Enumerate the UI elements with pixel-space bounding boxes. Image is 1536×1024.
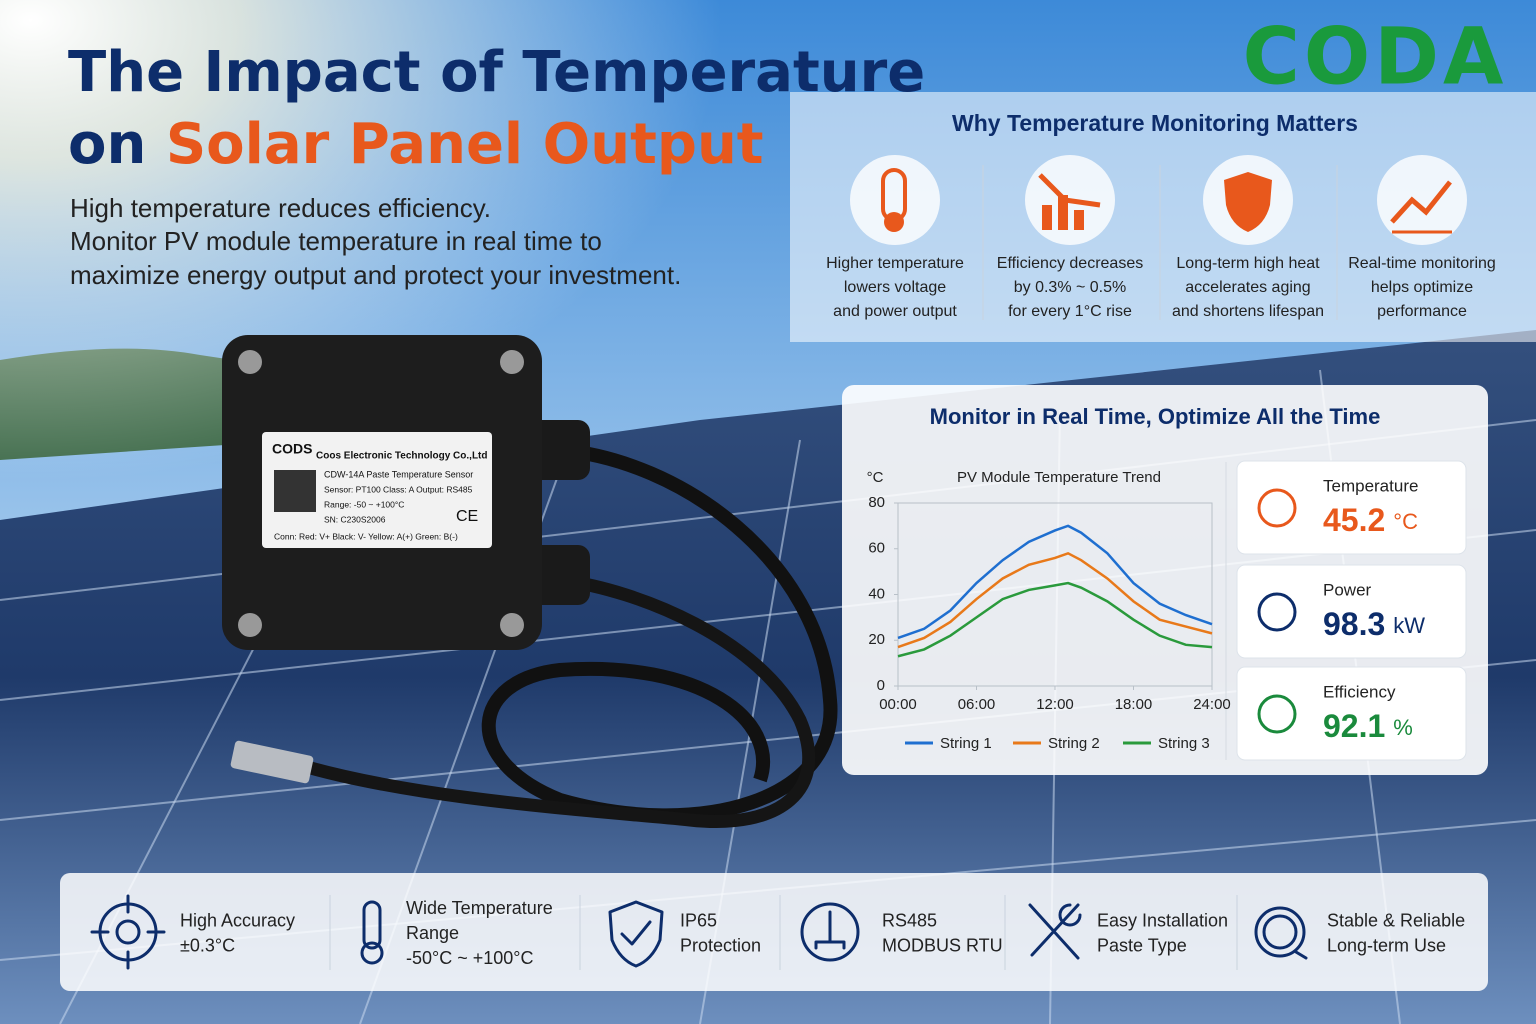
y-tick-label: 0 <box>877 677 885 694</box>
x-tick-label: 06:00 <box>958 696 996 713</box>
reasons-heading: Why Temperature Monitoring Matters <box>952 110 1358 136</box>
metric-value-line: 45.2 °C <box>1323 502 1418 538</box>
subtitle: maximize energy output and protect your … <box>70 260 681 290</box>
chart-title: PV Module Temperature Trend <box>957 469 1161 486</box>
line-series <box>897 524 1213 640</box>
monitor-heading: Monitor in Real Time, Optimize All the T… <box>930 404 1381 429</box>
y-axis-label: °C <box>867 469 884 486</box>
metric-value: 92.1 <box>1323 708 1385 744</box>
metric-value-line: 92.1% <box>1323 708 1413 744</box>
feature-text: Long-term Use <box>1327 935 1446 955</box>
x-tick-label: 00:00 <box>879 696 917 713</box>
features-bar <box>60 873 1488 991</box>
line-series <box>897 581 1213 658</box>
reason-text: for every 1°C rise <box>1008 303 1132 320</box>
reason-dividers <box>982 165 1338 320</box>
title: on Solar Panel Output <box>68 112 764 177</box>
label-ce: CE <box>456 508 478 525</box>
metric-unit: °C <box>1393 509 1418 534</box>
metric-card <box>1236 666 1467 761</box>
feature-text: Range <box>406 923 459 943</box>
label-sn: SN: C230S2006 <box>324 514 386 524</box>
metric-icon <box>1257 592 1297 632</box>
feature-icons <box>90 894 1308 970</box>
label-range: Range: -50 ~ +100°C <box>324 499 404 509</box>
label-company: Coos Electronic Technology Co.,Ltd <box>316 451 488 462</box>
reason-text: accelerates aging <box>1185 279 1310 296</box>
feature-text: Paste Type <box>1097 935 1187 955</box>
y-tick-label: 80 <box>868 494 885 511</box>
feature-text: IP65 <box>680 910 717 930</box>
feature-text: MODBUS RTU <box>882 935 1003 955</box>
feature-text: ±0.3°C <box>180 935 235 955</box>
metric-value: 45.2 <box>1323 502 1385 538</box>
reason-text: Long-term high heat <box>1176 255 1320 272</box>
subtitle: Monitor PV module temperature in real ti… <box>70 226 602 256</box>
metric-unit: % <box>1393 715 1413 740</box>
reason-text: Efficiency decreases <box>997 255 1143 272</box>
label-conn: Conn: Red: V+ Black: V- Yellow: A(+) Gre… <box>274 531 458 541</box>
reason-icon-bg <box>1377 155 1467 245</box>
feature-text: Wide Temperature <box>406 898 553 918</box>
metric-value: 98.3 <box>1323 606 1385 642</box>
reason-icon-bg <box>850 155 940 245</box>
y-tick-label: 40 <box>868 585 885 602</box>
metric-card <box>1236 564 1467 659</box>
reason-text: Real-time monitoring <box>1348 255 1496 272</box>
metric-label: Power <box>1323 580 1372 599</box>
x-tick-label: 18:00 <box>1115 696 1153 713</box>
legend-label: String 1 <box>940 735 992 752</box>
reason-text: by 0.3% ~ 0.5% <box>1014 279 1127 296</box>
label-spec: Sensor: PT100 Class: A Output: RS485 <box>324 484 473 494</box>
title-prefix: on <box>68 112 166 177</box>
title-highlight: Solar Panel Output <box>166 112 764 177</box>
metric-icon <box>1257 488 1297 528</box>
metric-icon <box>1257 694 1297 734</box>
title: The Impact of Temperature <box>68 40 925 105</box>
feature-text: Stable & Reliable <box>1327 910 1465 930</box>
label-model: CDW-14A Paste Temperature Sensor <box>324 469 473 479</box>
metric-label: Efficiency <box>1323 682 1396 701</box>
x-tick-label: 24:00 <box>1193 696 1231 713</box>
metric-label: Temperature <box>1323 476 1418 495</box>
metric-unit: kW <box>1393 613 1425 638</box>
feature-text: RS485 <box>882 910 937 930</box>
reason-text: Higher temperature <box>826 255 964 272</box>
reason-text: and power output <box>833 303 957 320</box>
logo: CODA <box>1243 12 1508 102</box>
feature-text: Protection <box>680 935 761 955</box>
reason-text: performance <box>1377 303 1467 320</box>
y-tick-label: 20 <box>868 631 885 648</box>
subtitle: High temperature reduces efficiency. <box>70 193 491 223</box>
legend-label: String 2 <box>1048 735 1100 752</box>
feature-dividers <box>329 895 1238 970</box>
feature-text: Easy Installation <box>1097 910 1228 930</box>
reason-text: and shortens lifespan <box>1172 303 1324 320</box>
legend-label: String 3 <box>1158 735 1210 752</box>
reason-text: helps optimize <box>1371 279 1473 296</box>
y-tick-label: 60 <box>868 540 885 557</box>
metric-card <box>1236 460 1467 555</box>
label-brand: CODS <box>272 441 312 457</box>
reason-icons <box>881 168 1452 234</box>
x-tick-label: 12:00 <box>1036 696 1074 713</box>
reason-text: lowers voltage <box>844 279 946 296</box>
feature-text: -50°C ~ +100°C <box>406 948 533 968</box>
metric-value-line: 98.3 kW <box>1323 606 1425 642</box>
feature-text: High Accuracy <box>180 910 295 930</box>
line-series <box>897 551 1213 649</box>
sensor-device <box>222 335 838 828</box>
